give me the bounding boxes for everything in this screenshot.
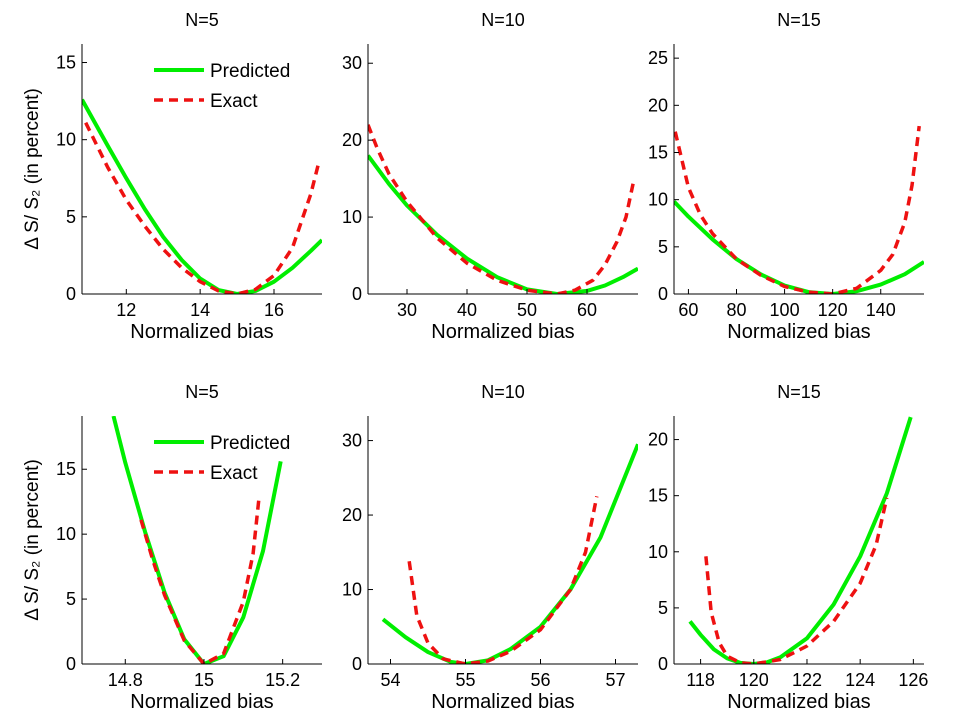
series-line-predicted	[674, 200, 924, 294]
y-tick-label: 10	[56, 524, 76, 544]
subplot-1: 12 14 16 0 5 10 15 N=5 Normalized bias Δ S/ S₂ (i…	[22, 10, 322, 343]
subplot-title: N=15	[777, 10, 821, 30]
y-tick-label: 15	[56, 459, 76, 479]
x-tick-label: 14	[190, 300, 210, 320]
y-axis-label: Δ S/ S₂ (in percent)	[22, 88, 43, 250]
x-tick-label: 60	[678, 300, 698, 320]
subplot-title: N=5	[185, 10, 219, 30]
series-line-exact	[407, 496, 599, 664]
y-tick-label: 5	[658, 598, 668, 618]
y-tick-label: 5	[658, 237, 668, 257]
x-tick-label: 40	[457, 300, 477, 320]
legend-label: Exact	[210, 91, 258, 112]
y-tick-label: 30	[342, 431, 362, 451]
y-tick-label: 10	[648, 542, 668, 562]
legend-label: Predicted	[210, 61, 290, 82]
series-line-exact	[84, 121, 320, 294]
subplot-6: 118 120 122 124 126 0 5 10 15 20 N=15 Normalized bi…	[648, 382, 928, 713]
subplot-title: N=10	[481, 10, 525, 30]
y-tick-label: 10	[648, 190, 668, 210]
y-tick-label: 0	[658, 654, 668, 674]
subplot-2: 30 40 50 60 0 10 20 30 N=10 Normalized bias	[342, 10, 638, 343]
x-tick-label: 50	[517, 300, 537, 320]
y-tick-label: 20	[342, 130, 362, 150]
y-tick-label: 0	[352, 284, 362, 304]
subplot-3: 60 80 100 120 140 0 5 10 15 20 25 N=15 Normalized bi…	[648, 10, 924, 343]
x-tick-label: 118	[686, 670, 715, 690]
x-tick-label: 120	[818, 300, 848, 320]
series-line-predicted	[381, 443, 638, 664]
series-line-predicted	[368, 154, 638, 294]
y-tick-label: 0	[66, 654, 76, 674]
y-tick-label: 5	[66, 589, 76, 609]
series-line-exact	[368, 124, 636, 294]
x-tick-label: 122	[792, 670, 822, 690]
x-axis-label: Normalized bias	[130, 691, 273, 713]
x-tick-label: 14.8	[108, 670, 143, 690]
y-tick-label: 20	[342, 505, 362, 525]
subplot-title: N=15	[777, 382, 821, 402]
x-axis-label: Normalized bias	[727, 691, 870, 713]
subplot-title: N=5	[185, 382, 219, 402]
x-tick-label: 16	[264, 300, 284, 320]
y-tick-label: 10	[56, 130, 76, 150]
x-tick-label: 56	[530, 670, 550, 690]
x-tick-label: 30	[397, 300, 417, 320]
y-tick-label: 0	[66, 284, 76, 304]
y-tick-label: 15	[648, 142, 668, 162]
series-line-predicted	[688, 416, 913, 664]
legend-label: Predicted	[210, 433, 290, 454]
y-tick-label: 5	[66, 207, 76, 227]
x-tick-label: 124	[845, 670, 875, 690]
x-tick-label: 120	[739, 670, 769, 690]
series-line-exact	[704, 497, 889, 664]
y-tick-label: 10	[342, 580, 362, 600]
series-line-predicted	[82, 98, 322, 294]
x-axis-label: Normalized bias	[727, 321, 870, 343]
series-line-exact	[139, 497, 261, 664]
y-tick-label: 15	[56, 53, 76, 73]
y-tick-label: 15	[648, 486, 668, 506]
y-tick-label: 20	[648, 95, 668, 115]
x-tick-label: 12	[116, 300, 136, 320]
y-tick-label: 30	[342, 53, 362, 73]
x-tick-label: 15.2	[265, 670, 300, 690]
subplot-5: 54 55 56 57 0 10 20 30 N=10 Normalized bias	[342, 382, 638, 713]
series-line-exact	[674, 125, 921, 294]
x-axis-label: Normalized bias	[130, 321, 273, 343]
x-tick-label: 80	[726, 300, 746, 320]
y-tick-label: 10	[342, 207, 362, 227]
y-axis-label: Δ S/ S₂ (in percent)	[22, 459, 43, 621]
legend: Predicted Exact	[154, 433, 290, 484]
y-tick-label: 20	[648, 430, 668, 450]
x-axis-label: Normalized bias	[431, 691, 574, 713]
legend: Predicted Exact	[154, 61, 290, 112]
x-tick-label: 15	[194, 670, 214, 690]
x-tick-label: 57	[605, 670, 625, 690]
subplot-4: 14.8 15 15.2 0 5 10 15 N=5 Normalized bias Δ S/ S…	[22, 382, 322, 713]
x-axis-label: Normalized bias	[431, 321, 574, 343]
x-tick-label: 100	[770, 300, 800, 320]
y-tick-label: 0	[352, 654, 362, 674]
x-tick-label: 60	[577, 300, 597, 320]
y-tick-label: 0	[658, 284, 668, 304]
x-tick-label: 140	[866, 300, 896, 320]
y-tick-label: 25	[648, 48, 668, 68]
x-tick-label: 54	[380, 670, 400, 690]
subplot-title: N=10	[481, 382, 525, 402]
x-tick-label: 126	[898, 670, 928, 690]
x-tick-label: 55	[455, 670, 475, 690]
legend-label: Exact	[210, 463, 258, 484]
